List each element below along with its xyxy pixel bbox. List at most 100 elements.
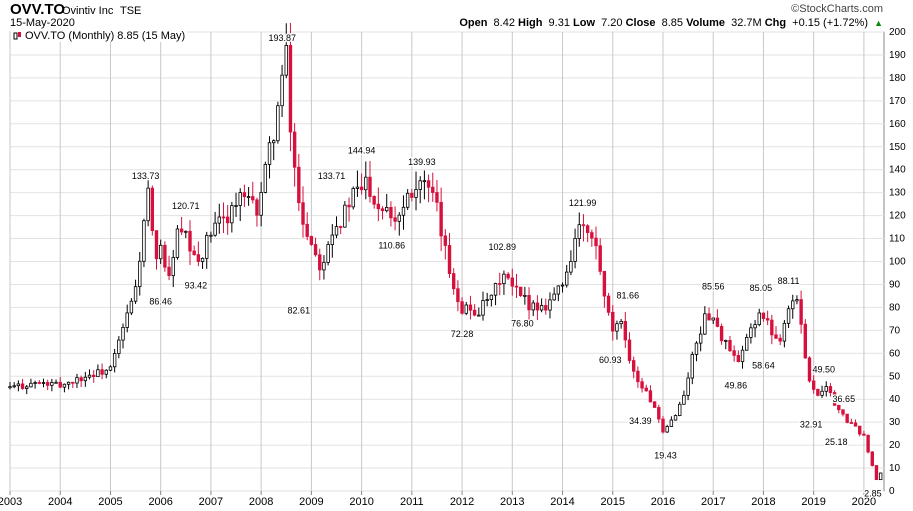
price-annotation: 2.85 [864,488,882,498]
x-tick-label: 2012 [450,496,474,508]
candle-body [297,166,301,204]
candle-body [380,208,385,212]
price-annotation: 121.99 [569,198,597,208]
price-annotation: 82.61 [288,305,311,315]
candle-body [16,383,21,387]
x-tick-label: 2018 [751,496,775,508]
y-tick-label: 50 [889,371,901,382]
candle-body [569,261,573,273]
candle-body [12,385,16,388]
candle-body [318,254,322,271]
candle-body [816,388,820,396]
x-tick-label: 2003 [0,496,22,508]
candle-body [326,244,330,263]
candle-body [263,164,268,193]
candle-body [477,314,481,317]
candle-body [828,386,833,393]
candle-body [615,323,619,332]
candle-body [757,312,761,326]
candle-body [150,187,155,231]
candle-body [464,304,468,314]
candle-body [523,294,527,297]
x-tick-label: 2011 [400,496,424,508]
candle-body [719,325,724,342]
candle-body [292,131,297,168]
candle-body [251,196,255,201]
candle-body [25,386,29,389]
candle-body [652,401,657,408]
candle-body [874,465,879,481]
candle-body [552,293,556,301]
price-annotation: 144.94 [348,145,376,155]
candle-body [502,273,506,284]
open-label: Open [459,17,488,29]
candle-body [669,419,674,427]
candle-body [749,327,753,338]
legend-text: OVV.TO (Monthly) 8.85 (15 May) [25,30,186,42]
chg-label: Chg [764,17,787,29]
stockcharts-credit[interactable]: ©StockCharts.com [791,3,883,15]
candle-body [665,426,669,433]
candle-body [811,380,816,390]
y-tick-label: 140 [889,165,906,176]
candle-body [401,206,406,216]
candle-body [573,238,577,262]
candle-body [238,192,242,206]
candle-body [661,418,665,433]
price-annotation: 49.50 [812,364,835,374]
x-tick-label: 2019 [801,496,825,508]
candle-body [761,312,766,319]
candle-body [627,339,632,361]
candle-body [175,228,180,258]
candle-body [820,390,824,396]
candle-body [138,260,142,288]
y-tick-label: 40 [889,394,901,405]
candle-body [724,339,728,342]
x-tick-label: 2008 [249,496,273,508]
candle-body [795,299,799,302]
candle-body [439,201,443,237]
candle-body [594,237,598,247]
candle-body [870,451,874,466]
candle-body [644,387,648,392]
candle-body [631,360,636,372]
close-label: Close [625,17,656,29]
candle-body [531,302,535,311]
ticker-symbol: OVV.TO [10,1,66,18]
candle-body [372,196,376,205]
candlestick-icon [13,31,22,40]
candle-body [267,142,272,165]
price-annotation: 193.87 [268,33,296,43]
candle-body [209,234,213,237]
low-label: Low [573,17,596,29]
x-tick-label: 2004 [48,496,72,508]
candle-body [619,320,623,325]
price-annotation: 60.93 [599,355,622,365]
candle-body [862,433,866,436]
y-tick-label: 130 [889,188,906,199]
candle-body [33,382,37,384]
candle-body [485,299,489,301]
candle-body [154,230,159,260]
candle-body [657,407,661,420]
candle-body [158,244,163,260]
price-annotation: 76.80 [511,319,534,329]
candle-body [636,370,640,383]
up-arrow-icon: ▲ [874,18,883,28]
candle-body [468,304,473,311]
chg-value: +0.15 (+1.72%) [792,17,869,29]
candle-body [837,404,841,411]
high-value: 9.31 [548,17,570,29]
y-tick-label: 90 [889,279,901,290]
price-annotation: 36.65 [833,394,856,404]
price-annotation: 93.42 [185,281,208,291]
candle-body [29,382,33,388]
y-tick-label: 100 [889,257,906,268]
candle-body [527,294,531,311]
candle-body [845,413,849,423]
candle-body [230,205,234,224]
candle-body [20,383,25,389]
y-tick-label: 0 [889,486,895,497]
candle-body [192,250,196,256]
